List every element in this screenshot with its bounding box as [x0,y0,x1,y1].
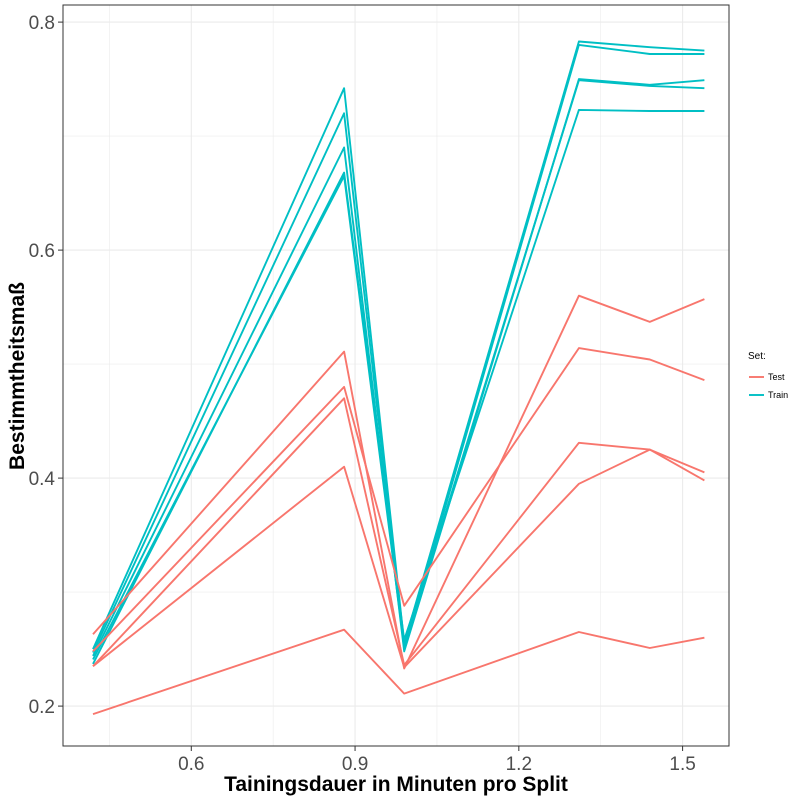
y-tick-label: 0.8 [29,13,55,34]
series-line-train [92,43,705,653]
series-line-test [92,347,705,653]
y-tick-label: 0.2 [29,697,55,718]
x-tick-label: 1.2 [506,754,532,775]
plot-background [63,5,729,746]
x-axis-title: Tainingsdauer in Minuten pro Split [224,773,568,796]
grid-lines [63,5,729,746]
series-line-train [92,40,705,650]
x-tick-label: 0.9 [342,754,368,775]
series-line-test [92,294,705,670]
x-axis: 0.6 0.9 1.2 1.5 [178,746,696,775]
y-axis: 0.2 0.4 0.6 0.8 [29,13,63,718]
legend-label-test: Test [768,372,785,382]
series-line-train [92,108,705,665]
legend: Set: Test Train [748,351,788,400]
y-tick-label: 0.6 [29,241,55,262]
legend-title: Set: [748,351,766,362]
plot-border [62,4,730,747]
series-line-test [92,397,705,667]
series-line-test [92,628,705,716]
x-tick-label: 1.5 [669,754,695,775]
y-axis-title: Bestimmtheitsmaß [6,282,29,470]
y-tick-label: 0.4 [29,469,56,490]
series-line-test [92,448,705,669]
series-lines [92,40,705,716]
legend-label-train: Train [768,390,788,400]
x-tick-label: 0.6 [178,754,204,775]
